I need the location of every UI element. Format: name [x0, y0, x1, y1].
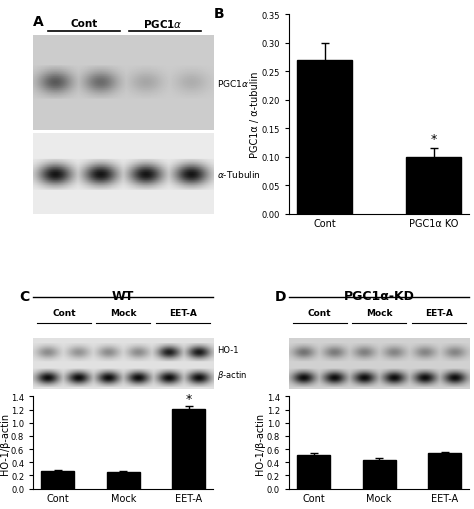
Text: Cont: Cont — [70, 19, 97, 29]
Text: Mock: Mock — [366, 308, 392, 318]
Text: *: * — [431, 133, 437, 146]
Text: PGC1$\alpha$: PGC1$\alpha$ — [217, 77, 249, 89]
Text: D: D — [274, 290, 286, 304]
Text: HO-1: HO-1 — [473, 345, 474, 354]
Bar — [173, 409, 205, 489]
Text: $\beta$-actin: $\beta$-actin — [217, 369, 247, 382]
Text: HO-1: HO-1 — [217, 345, 238, 354]
Bar — [428, 453, 461, 489]
Bar — [297, 455, 330, 489]
Text: $\beta$-actin: $\beta$-actin — [473, 369, 474, 382]
Text: Cont: Cont — [308, 308, 331, 318]
Y-axis label: HO-1/β-actin: HO-1/β-actin — [0, 412, 9, 473]
Text: EET-A: EET-A — [169, 308, 197, 318]
Text: Mock: Mock — [110, 308, 137, 318]
Text: *: * — [186, 392, 192, 406]
Bar — [363, 460, 395, 489]
Text: A: A — [33, 15, 44, 29]
Text: B: B — [213, 7, 224, 21]
Bar — [41, 471, 74, 489]
Text: PGC1α-KD: PGC1α-KD — [344, 290, 415, 303]
Text: PGC1$\alpha$: PGC1$\alpha$ — [143, 18, 183, 30]
Bar — [297, 61, 352, 214]
Text: C: C — [19, 290, 29, 304]
Y-axis label: HO-1/β-actin: HO-1/β-actin — [255, 412, 265, 473]
Text: EET-A: EET-A — [425, 308, 453, 318]
Bar — [107, 472, 140, 489]
Y-axis label: PGC1α / α-tubulin: PGC1α / α-tubulin — [250, 72, 260, 158]
Text: WT: WT — [112, 290, 135, 303]
Text: Cont: Cont — [52, 308, 76, 318]
Bar — [407, 157, 461, 214]
Text: $\alpha$-Tubulin: $\alpha$-Tubulin — [217, 168, 261, 179]
